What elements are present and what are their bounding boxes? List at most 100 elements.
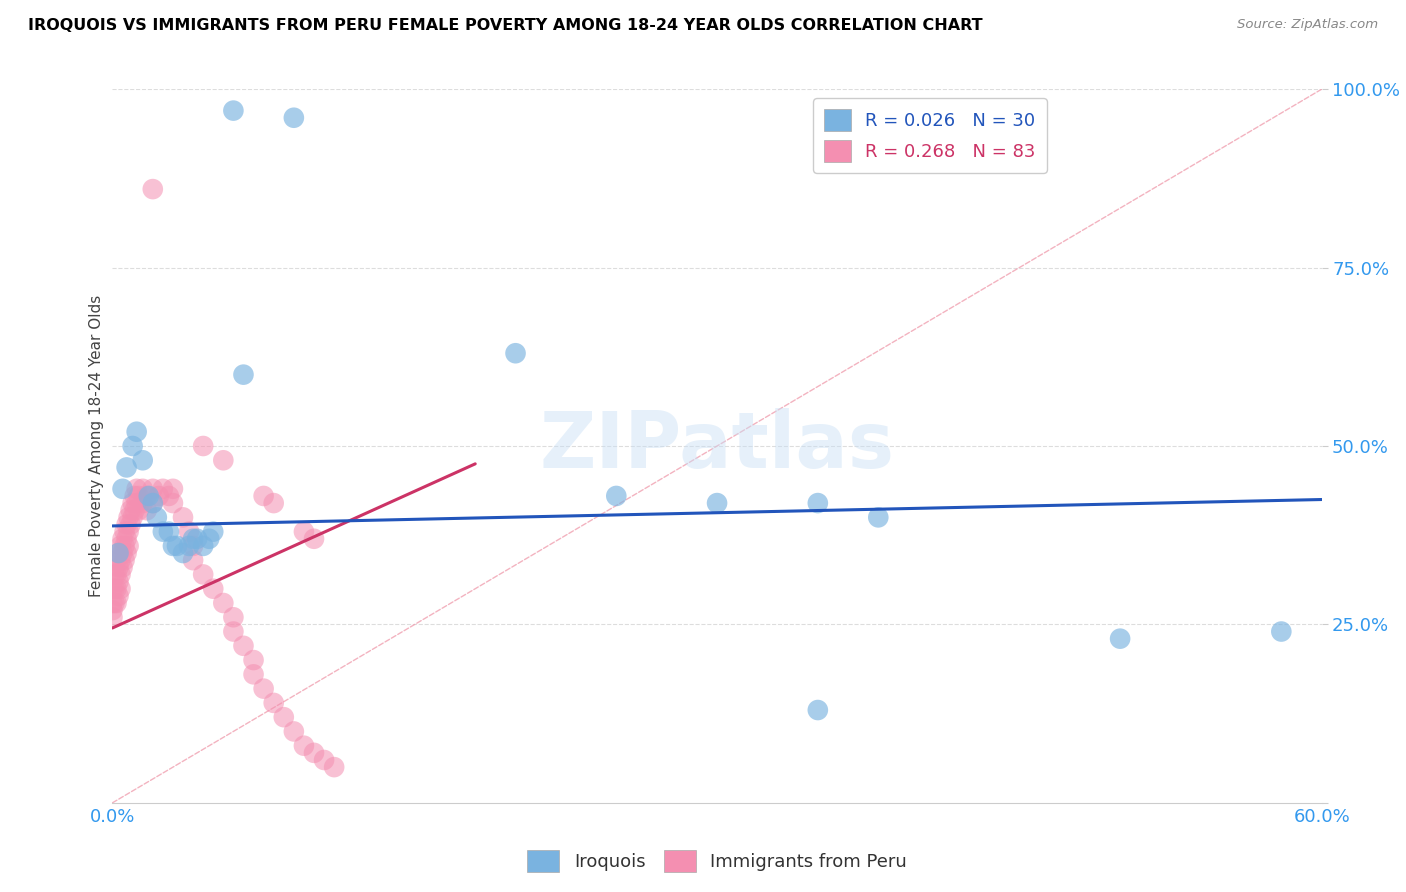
Point bbox=[292, 524, 315, 539]
Point bbox=[222, 103, 245, 118]
Point bbox=[142, 496, 165, 510]
Point bbox=[706, 496, 728, 510]
Point bbox=[107, 574, 129, 589]
Point bbox=[111, 532, 134, 546]
Point bbox=[273, 710, 295, 724]
Point bbox=[101, 610, 124, 624]
Point bbox=[152, 482, 174, 496]
Point bbox=[232, 639, 254, 653]
Point bbox=[222, 610, 245, 624]
Point bbox=[232, 368, 254, 382]
Point bbox=[302, 746, 325, 760]
Point bbox=[868, 510, 890, 524]
Point bbox=[132, 453, 155, 467]
Point bbox=[105, 553, 128, 567]
Point bbox=[157, 489, 180, 503]
Point bbox=[103, 567, 125, 582]
Point bbox=[172, 510, 194, 524]
Point bbox=[283, 111, 305, 125]
Point bbox=[162, 482, 184, 496]
Point bbox=[105, 567, 128, 582]
Point bbox=[198, 532, 221, 546]
Point bbox=[807, 496, 830, 510]
Point bbox=[114, 553, 136, 567]
Point bbox=[117, 524, 139, 539]
Point bbox=[135, 489, 157, 503]
Point bbox=[115, 517, 138, 532]
Point bbox=[110, 582, 132, 596]
Point bbox=[263, 496, 285, 510]
Point bbox=[121, 439, 143, 453]
Point bbox=[323, 760, 346, 774]
Point bbox=[186, 532, 208, 546]
Point bbox=[105, 596, 128, 610]
Point bbox=[125, 496, 148, 510]
Point bbox=[253, 489, 276, 503]
Point bbox=[191, 439, 214, 453]
Point bbox=[110, 553, 132, 567]
Point bbox=[117, 510, 139, 524]
Point bbox=[128, 503, 150, 517]
Point bbox=[191, 539, 214, 553]
Point bbox=[202, 524, 225, 539]
Point bbox=[283, 724, 305, 739]
Point bbox=[142, 182, 165, 196]
Point bbox=[120, 503, 142, 517]
Point bbox=[120, 517, 142, 532]
Point bbox=[124, 489, 146, 503]
Text: IROQUOIS VS IMMIGRANTS FROM PERU FEMALE POVERTY AMONG 18-24 YEAR OLDS CORRELATIO: IROQUOIS VS IMMIGRANTS FROM PERU FEMALE … bbox=[28, 18, 983, 33]
Point bbox=[181, 553, 204, 567]
Point bbox=[111, 560, 134, 574]
Y-axis label: Female Poverty Among 18-24 Year Olds: Female Poverty Among 18-24 Year Olds bbox=[89, 295, 104, 597]
Point bbox=[166, 539, 188, 553]
Point bbox=[105, 582, 128, 596]
Point bbox=[162, 496, 184, 510]
Point bbox=[103, 582, 125, 596]
Text: Source: ZipAtlas.com: Source: ZipAtlas.com bbox=[1237, 18, 1378, 31]
Point bbox=[242, 667, 264, 681]
Point bbox=[115, 460, 138, 475]
Point bbox=[107, 560, 129, 574]
Point bbox=[181, 539, 204, 553]
Point bbox=[222, 624, 245, 639]
Point bbox=[263, 696, 285, 710]
Point bbox=[1109, 632, 1132, 646]
Point bbox=[312, 753, 335, 767]
Point bbox=[152, 524, 174, 539]
Point bbox=[807, 703, 830, 717]
Point bbox=[172, 546, 194, 560]
Legend: Iroquois, Immigrants from Peru: Iroquois, Immigrants from Peru bbox=[520, 843, 914, 880]
Point bbox=[191, 567, 214, 582]
Point bbox=[115, 532, 138, 546]
Point bbox=[114, 539, 136, 553]
Point bbox=[115, 546, 138, 560]
Point bbox=[138, 489, 160, 503]
Point bbox=[132, 496, 155, 510]
Point bbox=[125, 482, 148, 496]
Point bbox=[302, 532, 325, 546]
Point bbox=[121, 496, 143, 510]
Point bbox=[177, 524, 200, 539]
Point bbox=[121, 510, 143, 524]
Point bbox=[107, 546, 129, 560]
Point bbox=[212, 453, 235, 467]
Point bbox=[505, 346, 527, 360]
Point bbox=[101, 582, 124, 596]
Point bbox=[107, 589, 129, 603]
Point bbox=[101, 603, 124, 617]
Point bbox=[253, 681, 276, 696]
Point bbox=[111, 482, 134, 496]
Point bbox=[114, 524, 136, 539]
Point bbox=[101, 596, 124, 610]
Text: ZIPatlas: ZIPatlas bbox=[540, 408, 894, 484]
Point bbox=[142, 482, 165, 496]
Point bbox=[146, 510, 169, 524]
Point bbox=[128, 489, 150, 503]
Point bbox=[142, 496, 165, 510]
Point bbox=[177, 539, 200, 553]
Point bbox=[135, 503, 157, 517]
Point bbox=[103, 596, 125, 610]
Point bbox=[125, 425, 148, 439]
Point bbox=[162, 539, 184, 553]
Point bbox=[124, 503, 146, 517]
